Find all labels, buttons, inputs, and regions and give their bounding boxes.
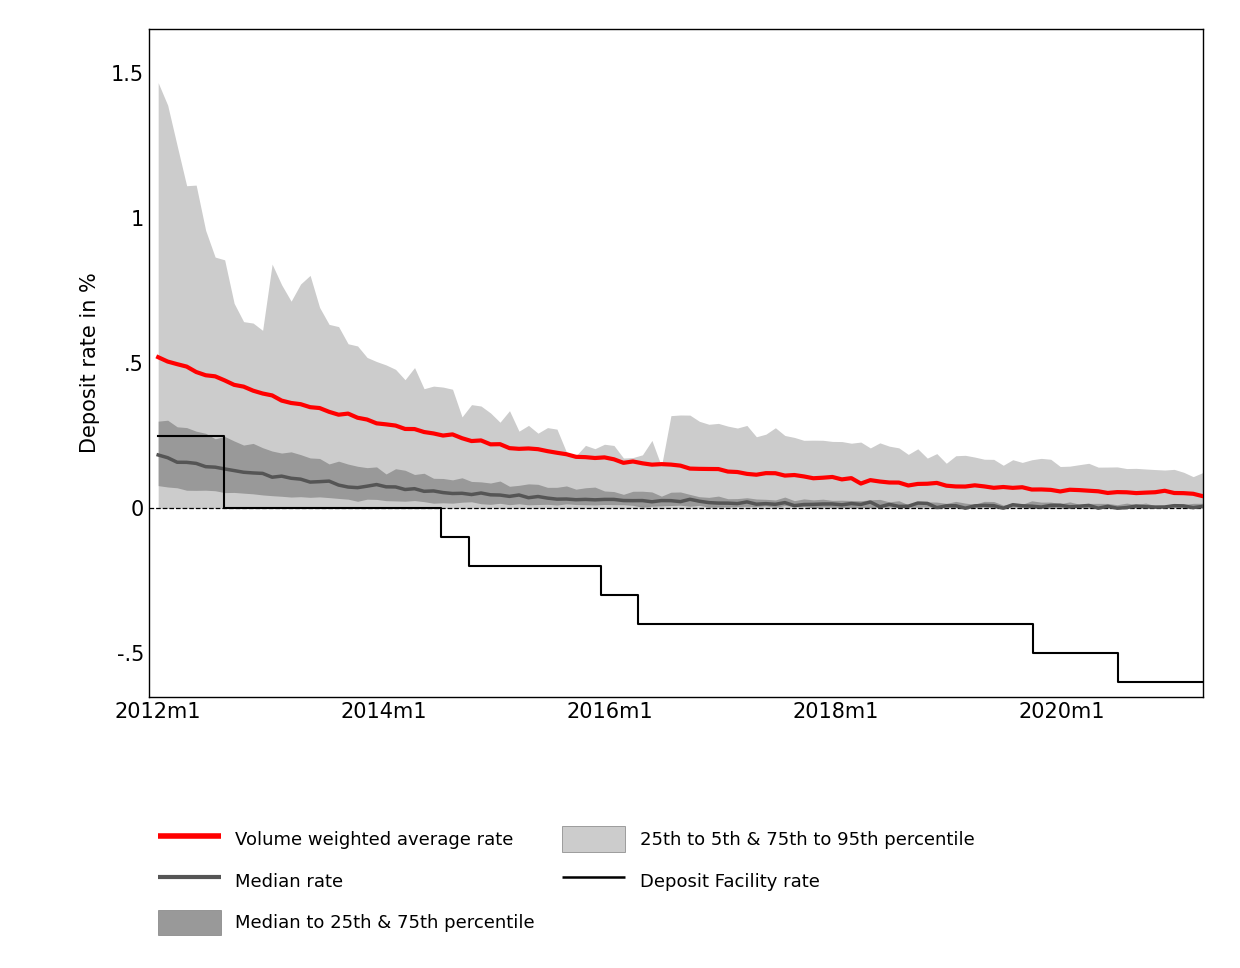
- Y-axis label: Deposit rate in %: Deposit rate in %: [79, 273, 99, 453]
- Legend: Volume weighted average rate, Median rate, Median to 25th & 75th percentile, 25t: Volume weighted average rate, Median rat…: [157, 827, 975, 935]
